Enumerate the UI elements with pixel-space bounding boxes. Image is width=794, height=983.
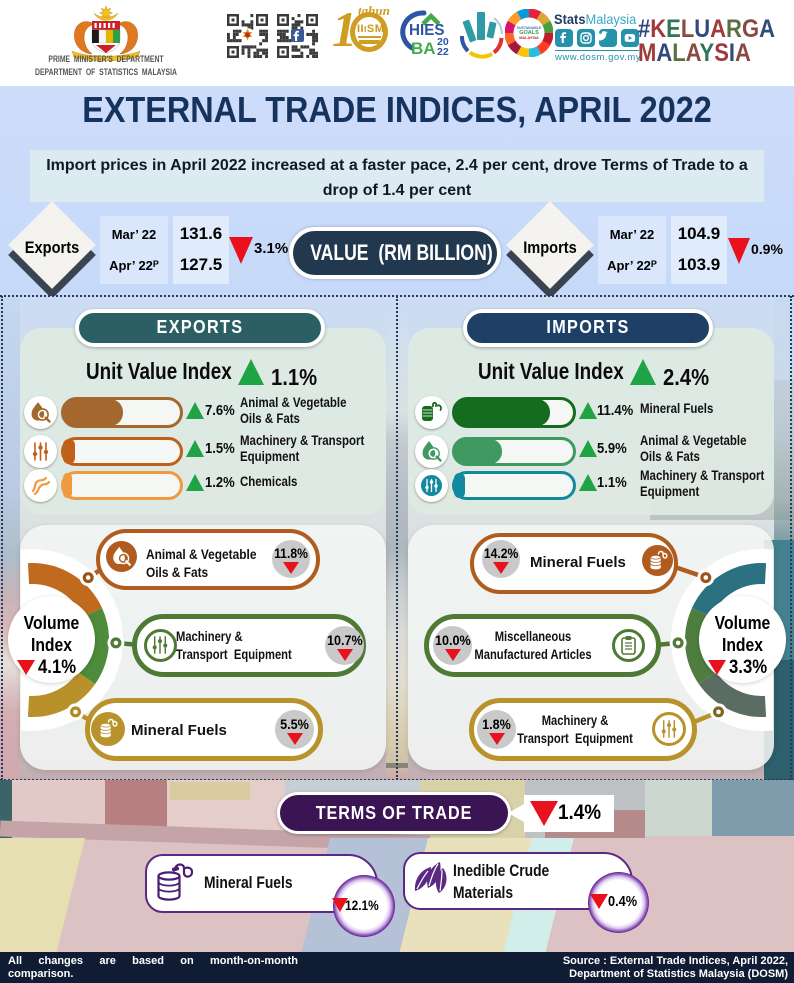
svg-text:MALAYSIA: MALAYSIA — [519, 36, 539, 40]
svg-text:SUSTAINABLE: SUSTAINABLE — [517, 26, 542, 30]
svg-text:GOALS: GOALS — [519, 30, 539, 36]
